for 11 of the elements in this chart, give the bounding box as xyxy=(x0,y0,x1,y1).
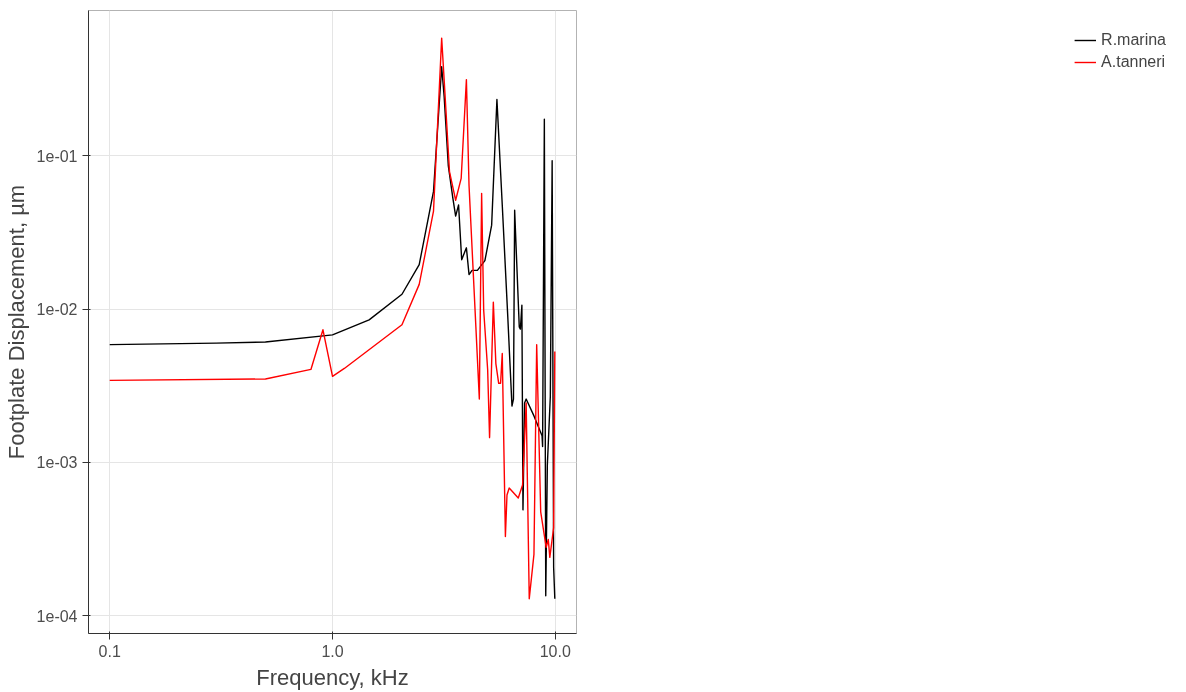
x-tick-label: 10.0 xyxy=(539,642,571,660)
y-tick-label: 1e-03 xyxy=(36,454,78,472)
y-axis-title: Footplate Displacement, µm xyxy=(3,184,29,460)
legend-label: A.tanneri xyxy=(1101,53,1166,71)
y-tick-label: 1e-04 xyxy=(36,607,78,625)
x-tick-label: 1.0 xyxy=(321,642,344,660)
x-tick-label: 0.1 xyxy=(98,642,121,660)
legend-label: R.marina xyxy=(1101,31,1166,49)
x-axis-title: Frequency, kHz xyxy=(256,664,409,690)
y-tick-label: 1e-02 xyxy=(36,301,78,319)
y-tick-label: 1e-01 xyxy=(36,147,78,165)
